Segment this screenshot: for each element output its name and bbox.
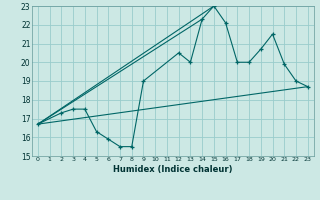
X-axis label: Humidex (Indice chaleur): Humidex (Indice chaleur) xyxy=(113,165,233,174)
